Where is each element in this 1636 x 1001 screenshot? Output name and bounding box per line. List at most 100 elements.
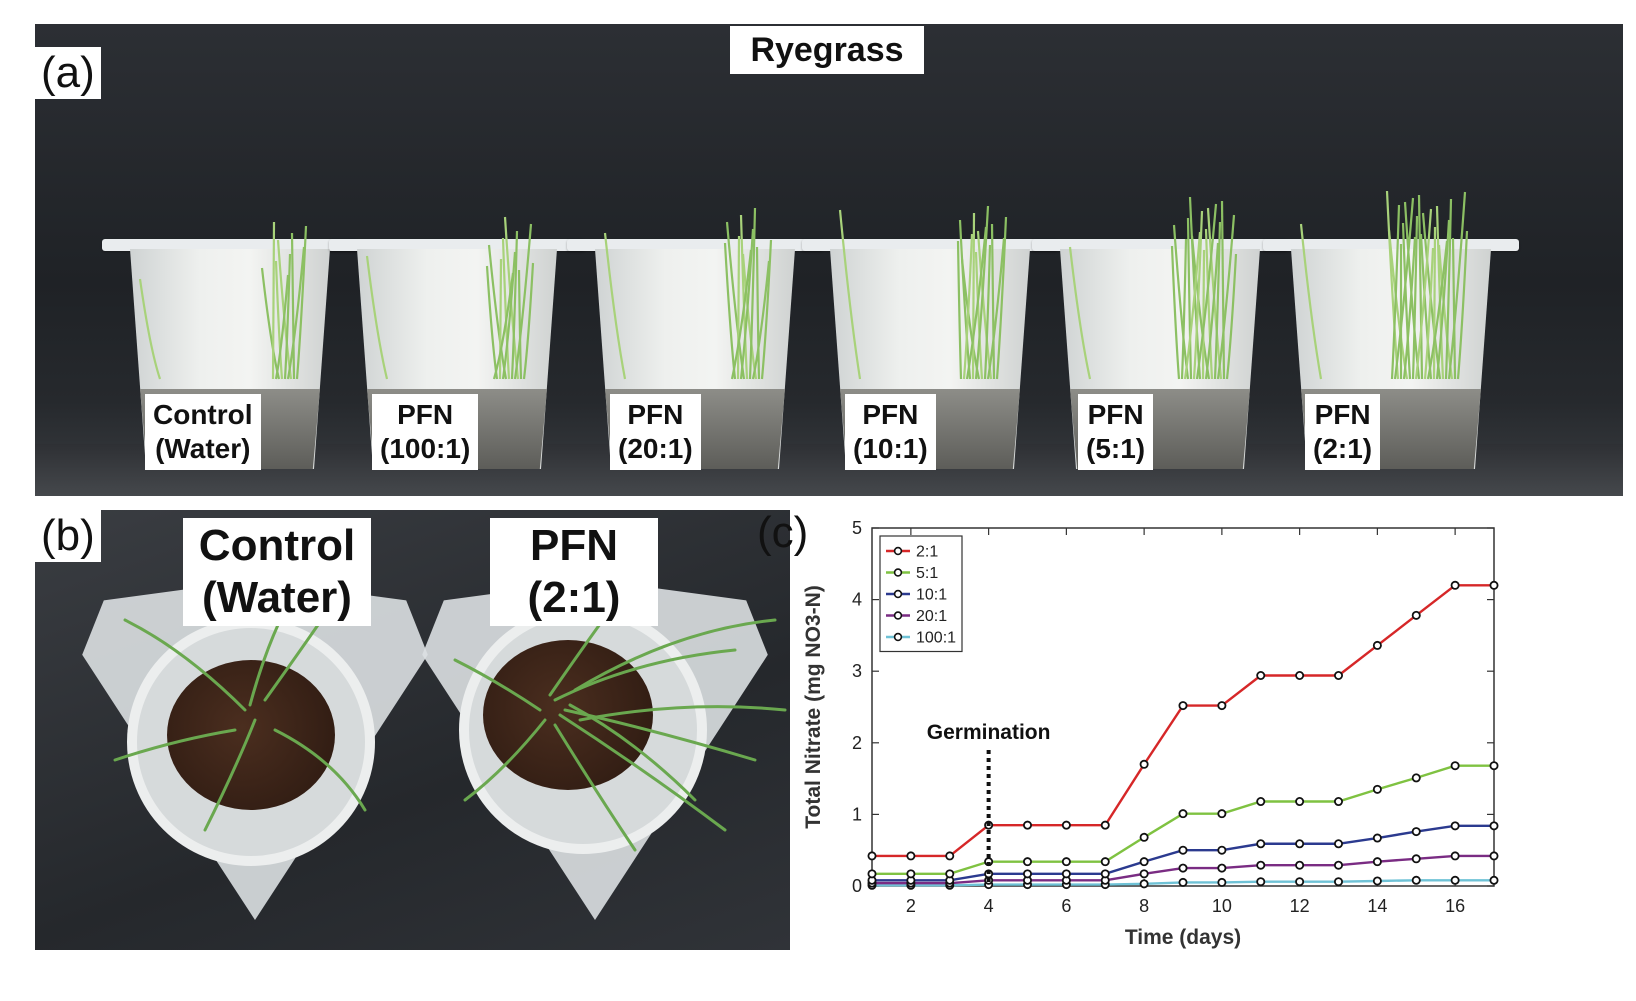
grass-blade bbox=[1432, 226, 1437, 380]
data-point bbox=[1217, 701, 1227, 711]
grass-blade bbox=[755, 246, 761, 380]
grass-blade bbox=[513, 223, 533, 380]
data-point bbox=[1178, 701, 1188, 711]
grass-blade bbox=[1390, 204, 1401, 380]
grass-blade bbox=[962, 233, 974, 380]
control-soil bbox=[167, 660, 335, 810]
top-view-pots-photo bbox=[35, 510, 790, 950]
data-point bbox=[1450, 851, 1460, 861]
pot-label-line1: PFN bbox=[862, 399, 919, 430]
grass-blade bbox=[1183, 231, 1202, 380]
legend-marker bbox=[893, 546, 903, 556]
grass-blade bbox=[838, 209, 862, 380]
grass-blade bbox=[1401, 222, 1412, 380]
data-point bbox=[1411, 875, 1421, 885]
grass-blade bbox=[1204, 242, 1220, 380]
pot-rim bbox=[567, 239, 823, 251]
grass-blade bbox=[498, 258, 503, 380]
pot-label-line2: (5:1) bbox=[1086, 433, 1146, 464]
grass-blade bbox=[971, 212, 976, 380]
data-point bbox=[906, 869, 916, 879]
data-point bbox=[1334, 670, 1344, 680]
data-point bbox=[1450, 821, 1460, 831]
data-point bbox=[1139, 879, 1149, 889]
legend-item: 2:1 bbox=[886, 544, 938, 561]
pot-label-5: PFN (5:1) bbox=[1078, 394, 1154, 470]
pot-label-1: Control (Water) bbox=[145, 394, 261, 470]
data-point bbox=[1256, 860, 1266, 870]
data-point bbox=[1411, 854, 1421, 864]
data-point bbox=[867, 869, 877, 879]
data-point bbox=[1411, 773, 1421, 783]
control-label-b-line2: (Water) bbox=[202, 573, 352, 622]
x-tick-label: 6 bbox=[1061, 896, 1071, 916]
legend-label: 20:1 bbox=[916, 608, 947, 625]
pot-label-line2: (10:1) bbox=[853, 433, 928, 464]
grass-blades bbox=[138, 221, 308, 380]
x-tick-label: 12 bbox=[1290, 896, 1310, 916]
data-point bbox=[1100, 820, 1110, 830]
pot-rim bbox=[329, 239, 585, 251]
grass-blade bbox=[1402, 236, 1417, 380]
data-point bbox=[1217, 863, 1227, 873]
x-tick-label: 4 bbox=[984, 896, 994, 916]
grass-blade bbox=[736, 235, 741, 380]
grass-blade bbox=[986, 237, 1006, 380]
data-point bbox=[1139, 857, 1149, 867]
data-point bbox=[1489, 761, 1499, 771]
data-point bbox=[1256, 670, 1266, 680]
legend: 2:1 5:1 10:1 20:1 100:1 bbox=[879, 535, 963, 653]
grass-blades-b bbox=[113, 588, 787, 852]
grass-blades bbox=[365, 216, 535, 380]
grass-blade bbox=[522, 262, 535, 380]
data-point bbox=[1256, 877, 1266, 887]
data-point bbox=[1489, 875, 1499, 885]
panel-a-letter: (a) bbox=[35, 47, 101, 99]
grass-blade bbox=[1068, 246, 1092, 380]
pfn-label-b: PFN (2:1) bbox=[490, 518, 658, 626]
annotation-layer: Germination bbox=[927, 721, 1050, 882]
data-point bbox=[1372, 784, 1382, 794]
data-point bbox=[1334, 797, 1344, 807]
y-tick-label: 1 bbox=[852, 804, 862, 824]
pot-label-line2: (100:1) bbox=[380, 433, 471, 464]
y-ticks: 0 1 2 3 4 5 bbox=[852, 518, 1494, 896]
legend-marker bbox=[893, 611, 903, 620]
grass-blade bbox=[274, 260, 284, 380]
pot-label-line1: PFN bbox=[1087, 399, 1144, 430]
grass-blade bbox=[1216, 214, 1236, 380]
grass-blade bbox=[1447, 191, 1467, 380]
grass-blade bbox=[983, 244, 992, 380]
grass-blade bbox=[1426, 240, 1449, 380]
grass-blade bbox=[995, 216, 1008, 380]
grass-blades bbox=[1299, 190, 1469, 380]
data-point bbox=[906, 851, 916, 861]
data-point bbox=[1334, 860, 1344, 870]
grass-blade bbox=[501, 251, 517, 380]
grass-blade bbox=[1170, 245, 1181, 380]
data-point bbox=[1061, 820, 1071, 830]
grass-blade bbox=[1204, 228, 1214, 380]
pot-rim bbox=[1032, 239, 1288, 251]
data-point bbox=[1139, 759, 1149, 769]
legend-item: 20:1 bbox=[886, 608, 947, 625]
legend-marker bbox=[893, 568, 903, 577]
grass-blade bbox=[283, 253, 292, 380]
data-point bbox=[1489, 580, 1499, 590]
panel-c-letter: (c) bbox=[757, 508, 809, 557]
legend-label: 2:1 bbox=[916, 544, 938, 561]
pot-label-line1: PFN bbox=[1314, 399, 1371, 430]
series-20-1 bbox=[867, 851, 1499, 888]
data-point bbox=[1100, 869, 1110, 879]
grass-blade bbox=[1299, 223, 1323, 380]
legend-label: 10:1 bbox=[916, 587, 947, 604]
legend-item: 5:1 bbox=[886, 565, 938, 582]
grass-blade bbox=[1186, 217, 1193, 380]
grass-blade bbox=[510, 230, 519, 380]
grass-blade bbox=[965, 226, 988, 380]
grass-blade bbox=[730, 249, 753, 380]
series-2-1 bbox=[867, 580, 1499, 861]
data-point bbox=[1022, 869, 1032, 879]
grass-blade bbox=[1192, 210, 1204, 380]
